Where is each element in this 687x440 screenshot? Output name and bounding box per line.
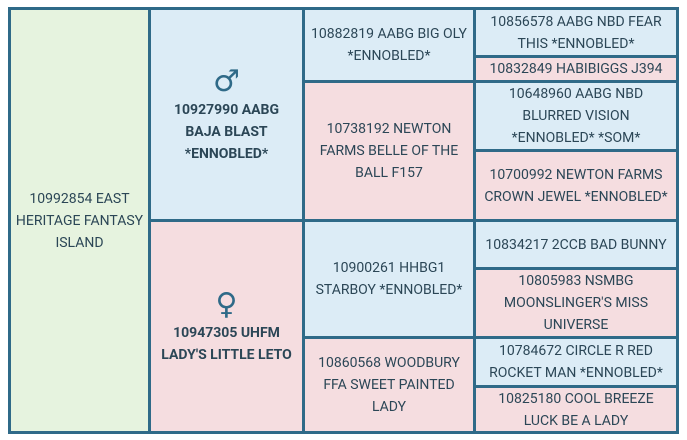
great-grandparent-cell: 10784672 CIRCLE R RED ROCKET MAN *ENNOBL… (476, 339, 676, 385)
grandparent-name: 10882819 AABG BIG OLY *ENNOBLED* (311, 26, 467, 64)
great-grandparent-cell: 10648960 AABG NBD BLURRED VISION *ENNOBL… (476, 83, 676, 149)
great-grandparent-name: 10648960 AABG NBD BLURRED VISION *ENNOBL… (508, 86, 644, 146)
great-grandparent-cell: 10834217 2CCB BAD BUNNY (476, 222, 676, 267)
great-grandparent-name: 10834217 2CCB BAD BUNNY (485, 236, 667, 253)
pedigree-frame: 10992854 EAST HERITAGE FANTASY ISLAND ♂ 10… (8, 7, 679, 434)
grandparent-cell: 10860568 WOODBURY FFA SWEET PAINTED LADY (305, 339, 473, 431)
great-grandparent-name: 10805983 NSMBG MOONSLINGER'S MISS UNIVER… (503, 273, 649, 333)
subject-name: 10992854 EAST HERITAGE FANTASY ISLAND (15, 190, 144, 251)
great-grandparent-name: 10825180 COOL BREEZE LUCK BE A LADY (498, 390, 654, 429)
great-grandparent-cell: 10805983 NSMBG MOONSLINGER'S MISS UNIVER… (476, 270, 676, 336)
grandparent-cell: 10882819 AABG BIG OLY *ENNOBLED* (305, 10, 473, 80)
sire-symbol: ♂ (213, 63, 240, 99)
great-grandparent-cell: 10832849 HABIBIGGS J394 (476, 58, 676, 80)
great-grandparent-name: 10832849 HABIBIGGS J394 (489, 61, 663, 77)
dam-cell: ♀ 10947305 UHFM LADY'S LITTLE LETO (151, 222, 302, 431)
great-grandparent-cell: 10700992 NEWTON FARMS CROWN JEWEL *ENNOB… (476, 152, 676, 219)
sire-cell: ♂ 10927990 AABG BAJA BLAST *ENNOBLED* (151, 10, 302, 219)
subject-cell: 10992854 EAST HERITAGE FANTASY ISLAND (11, 10, 148, 431)
grandparent-name: 10860568 WOODBURY FFA SWEET PAINTED LADY (318, 355, 460, 415)
great-grandparent-name: 10700992 NEWTON FARMS CROWN JEWEL *ENNOB… (484, 166, 668, 205)
grandparent-cell: 10738192 NEWTON FARMS BELLE OF THE BALL … (305, 83, 473, 219)
great-grandparent-name: 10856578 AABG NBD FEAR THIS *ENNOBLED* (490, 13, 662, 52)
great-grandparent-name: 10784672 CIRCLE R RED ROCKET MAN *ENNOBL… (489, 343, 663, 381)
grandparent-name: 10738192 NEWTON FARMS BELLE OF THE BALL … (319, 121, 459, 181)
dam-symbol: ♀ (215, 286, 238, 322)
grandparent-name: 10900261 HHBG1 STARBOY *ENNOBLED* (315, 260, 463, 298)
great-grandparent-cell: 10856578 AABG NBD FEAR THIS *ENNOBLED* (476, 10, 676, 55)
sire-name: 10927990 AABG BAJA BLAST *ENNOBLED* (173, 101, 280, 162)
dam-name: 10947305 UHFM LADY'S LITTLE LETO (161, 324, 292, 363)
grandparent-cell: 10900261 HHBG1 STARBOY *ENNOBLED* (305, 222, 473, 336)
great-grandparent-cell: 10825180 COOL BREEZE LUCK BE A LADY (476, 388, 676, 431)
